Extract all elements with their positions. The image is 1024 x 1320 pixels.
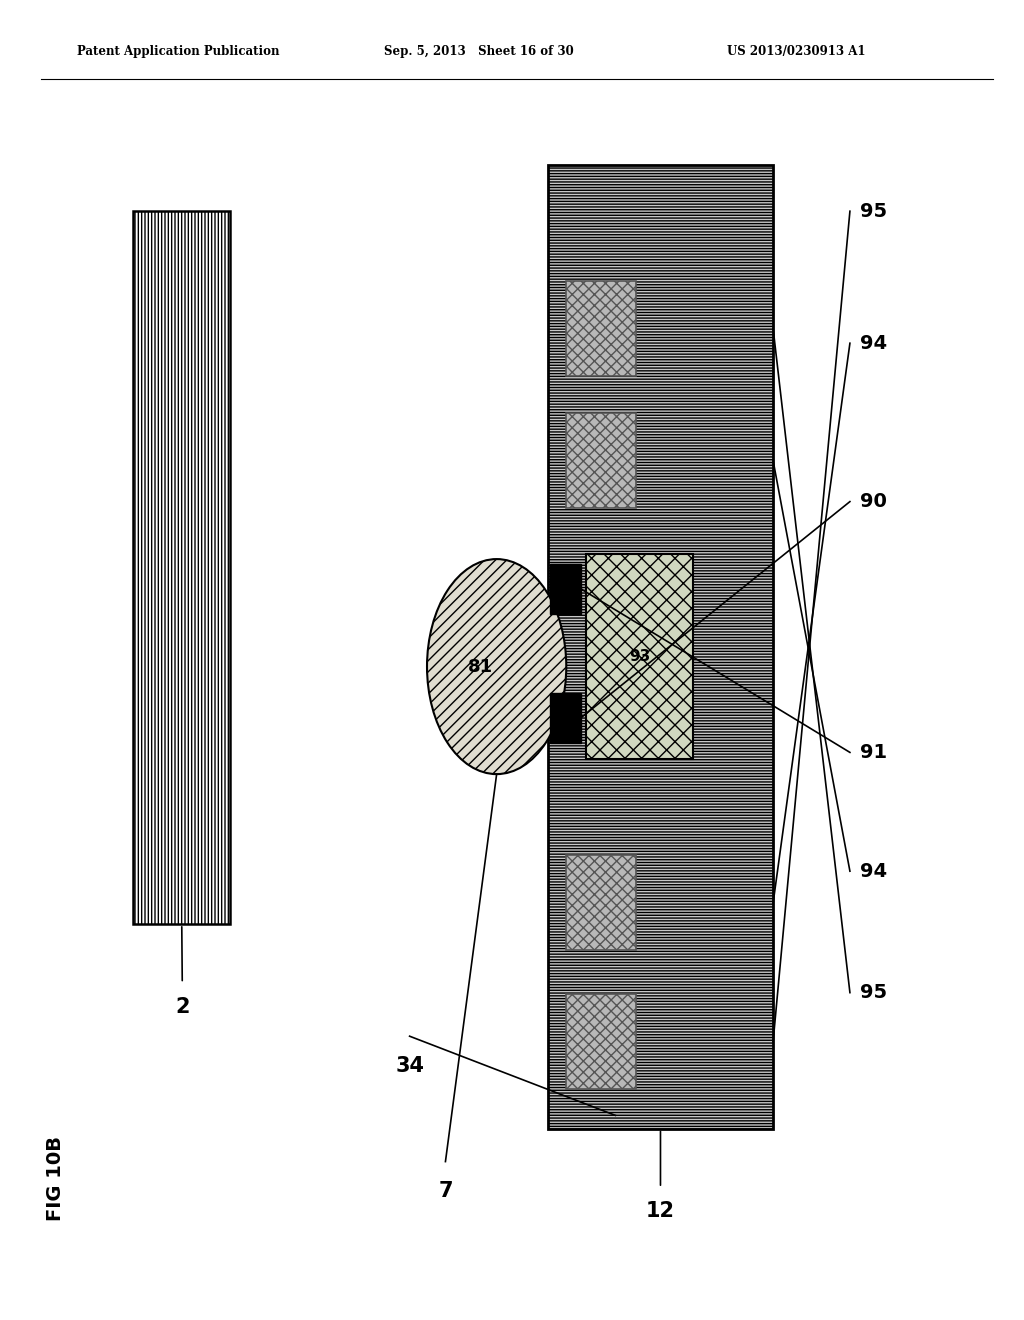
- Text: 7: 7: [438, 1181, 453, 1201]
- Text: 95: 95: [860, 983, 887, 1002]
- Bar: [548, 165, 773, 1129]
- Text: US 2013/0230913 A1: US 2013/0230913 A1: [727, 45, 865, 58]
- Text: 2: 2: [175, 997, 189, 1016]
- Text: 94: 94: [860, 334, 887, 352]
- Text: FIG 10B: FIG 10B: [46, 1137, 66, 1221]
- Text: 12: 12: [646, 1201, 675, 1221]
- Text: 91: 91: [860, 743, 887, 762]
- Bar: [566, 994, 636, 1089]
- Bar: [133, 211, 230, 924]
- Bar: [550, 693, 581, 743]
- Bar: [566, 855, 636, 950]
- Bar: [566, 281, 636, 376]
- Ellipse shape: [427, 560, 566, 774]
- Text: 95: 95: [860, 202, 887, 220]
- Bar: [586, 554, 693, 759]
- Text: 90: 90: [860, 492, 887, 511]
- Bar: [550, 564, 581, 614]
- Text: 81: 81: [468, 657, 493, 676]
- Text: 93: 93: [629, 649, 650, 664]
- Bar: [566, 413, 636, 508]
- Text: 34: 34: [395, 1056, 424, 1076]
- Text: 94: 94: [860, 862, 887, 880]
- Text: Patent Application Publication: Patent Application Publication: [77, 45, 280, 58]
- Text: Sep. 5, 2013   Sheet 16 of 30: Sep. 5, 2013 Sheet 16 of 30: [384, 45, 573, 58]
